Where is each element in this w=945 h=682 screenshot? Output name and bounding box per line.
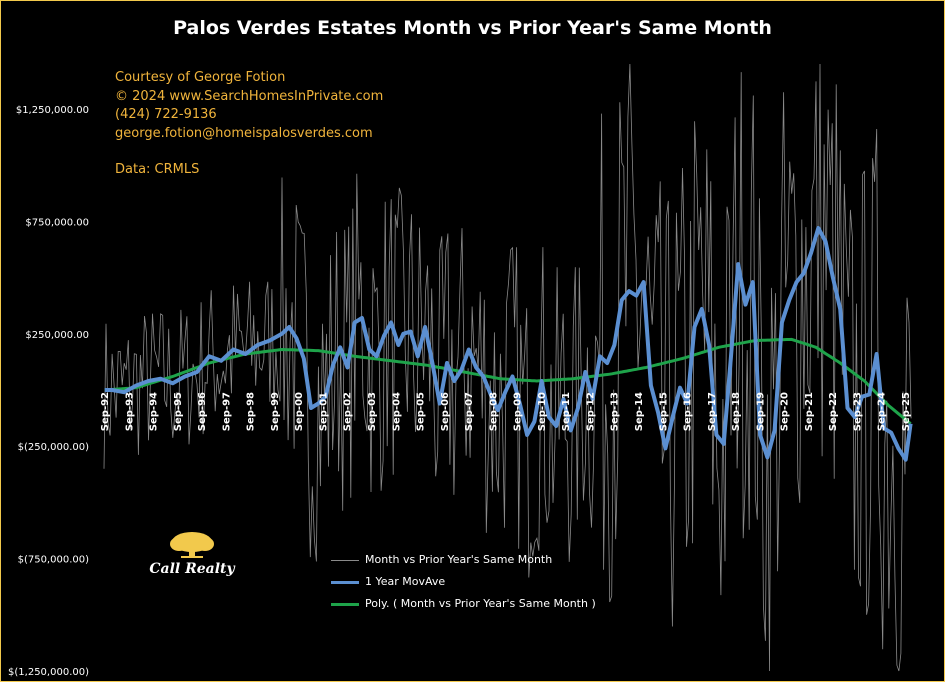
x-tick-label: Sep-16 bbox=[683, 392, 694, 431]
y-tick-label: $250,000.00 bbox=[25, 330, 89, 341]
x-tick-label: Sep-94 bbox=[149, 392, 160, 431]
chart-title: Palos Verdes Estates Month vs Prior Year… bbox=[173, 17, 772, 39]
y-tick-label: $(250,000.00) bbox=[18, 442, 90, 453]
call-realty-logo: Call Realty bbox=[147, 529, 237, 581]
moving-average-series-path bbox=[104, 226, 913, 462]
x-tick-label: Sep-20 bbox=[780, 392, 791, 431]
x-tick-label: Sep-06 bbox=[440, 392, 451, 431]
x-tick-label: Sep-98 bbox=[246, 392, 257, 431]
x-tick-label: Sep-92 bbox=[100, 392, 111, 431]
x-tick-label: Sep-04 bbox=[391, 392, 402, 431]
x-tick-label: Sep-03 bbox=[367, 392, 378, 431]
x-tick-label: Sep-01 bbox=[318, 392, 329, 431]
credit-line: (424) 722-9136 bbox=[115, 107, 217, 122]
credit-line: george.fotion@homeispalosverdes.com bbox=[115, 125, 373, 141]
x-tick-label: Sep-24 bbox=[877, 392, 888, 431]
x-tick-label: Sep-13 bbox=[610, 392, 621, 431]
logo-wordmark: Call Realty bbox=[149, 561, 235, 577]
x-tick-label: Sep-21 bbox=[804, 392, 815, 431]
x-tick-label: Sep-02 bbox=[343, 392, 354, 431]
credit-line: Courtesy of George Fotion bbox=[115, 70, 286, 85]
x-tick-label: Sep-05 bbox=[416, 392, 427, 431]
x-tick-label: Sep-95 bbox=[173, 392, 184, 431]
legend-swatch-moving-average bbox=[331, 581, 359, 584]
x-tick-label: Sep-17 bbox=[707, 392, 718, 431]
y-tick-label: $(750,000.00) bbox=[18, 555, 90, 566]
tree-icon bbox=[170, 532, 214, 558]
x-tick-label: Sep-18 bbox=[731, 392, 742, 431]
x-tick-label: Sep-00 bbox=[294, 392, 305, 431]
x-tick-label: Sep-93 bbox=[124, 392, 135, 431]
legend-swatch-monthly bbox=[331, 560, 359, 561]
x-tick-label: Sep-15 bbox=[658, 392, 669, 431]
legend-label: 1 Year MovAve bbox=[365, 575, 446, 588]
y-tick-label: $(1,250,000.00) bbox=[8, 667, 89, 678]
credit-line: © 2024 www.SearchHomesInPrivate.com bbox=[115, 88, 384, 104]
x-tick-label: Sep-97 bbox=[221, 392, 232, 431]
x-tick-label: Sep-12 bbox=[585, 392, 596, 431]
moving-average-series-line bbox=[104, 226, 913, 462]
trend-series-line bbox=[104, 337, 912, 425]
data-source-line: Data: CRMLS bbox=[115, 162, 200, 177]
x-tick-label: Sep-08 bbox=[488, 392, 499, 431]
x-tick-label: Sep-22 bbox=[828, 392, 839, 431]
x-tick-label: Sep-23 bbox=[852, 392, 863, 431]
legend-label: Poly. ( Month vs Prior Year's Same Month… bbox=[365, 597, 596, 610]
x-tick-label: Sep-11 bbox=[561, 392, 572, 431]
x-tick-label: Sep-99 bbox=[270, 392, 281, 431]
trend-series-path bbox=[104, 337, 912, 425]
x-tick-label: Sep-19 bbox=[755, 392, 766, 431]
x-tick-label: Sep-96 bbox=[197, 392, 208, 431]
x-tick-label: Sep-07 bbox=[464, 392, 475, 431]
x-axis-tick-labels: Sep-92 Sep-93 Sep-94 Sep-95 Sep-96 Sep-97 Sep-… bbox=[100, 392, 912, 431]
monthly-series-path bbox=[103, 63, 912, 672]
legend-swatch-trend bbox=[331, 603, 359, 606]
x-tick-label: Sep-25 bbox=[901, 392, 912, 431]
x-tick-label: Sep-10 bbox=[537, 392, 548, 431]
legend-label: Month vs Prior Year's Same Month bbox=[365, 553, 553, 566]
y-tick-label: $750,000.00 bbox=[25, 217, 89, 228]
y-axis-tick-labels: $1,250,000.00 $750,000.00 $250,000.00 $(250… bbox=[8, 105, 89, 678]
credits-block: Courtesy of George Fotion © 2024 www.Sea… bbox=[115, 69, 383, 180]
y-tick-label: $1,250,000.00 bbox=[16, 105, 89, 116]
monthly-series-line bbox=[103, 63, 912, 672]
x-tick-label: Sep-14 bbox=[634, 392, 645, 431]
x-tick-label: Sep-09 bbox=[513, 392, 524, 431]
